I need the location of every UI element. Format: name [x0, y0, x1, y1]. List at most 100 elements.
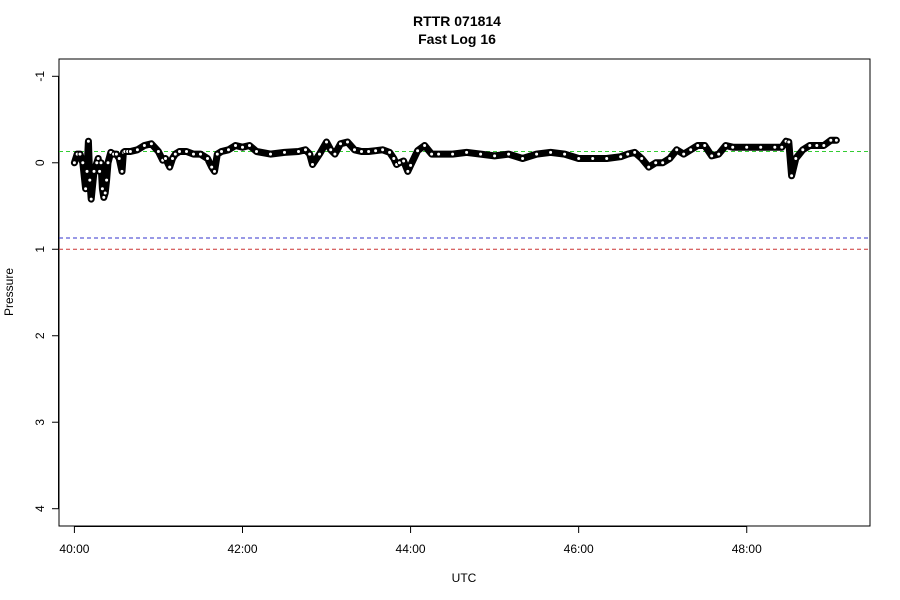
- data-point-9: [91, 168, 97, 174]
- data-point-111: [779, 144, 785, 150]
- y-axis: -1 0 1 2 3 4: [33, 71, 59, 512]
- data-point-42: [209, 164, 215, 170]
- data-point-38: [184, 149, 189, 154]
- data-point-29: [141, 143, 147, 148]
- data-point-118: [814, 143, 820, 148]
- data-point-58: [324, 139, 329, 145]
- data-point-14: [99, 186, 105, 192]
- data-point-51: [268, 151, 273, 157]
- y-tick-label-3: 2: [33, 332, 47, 339]
- reference-lines: [59, 151, 870, 250]
- data-point-72: [401, 158, 407, 164]
- data-point-57: [317, 151, 322, 157]
- data-point-3: [80, 160, 86, 166]
- data-point-89: [590, 156, 596, 161]
- data-point-54: [303, 147, 308, 153]
- data-point-108: [744, 144, 750, 150]
- data-point-62: [345, 139, 350, 145]
- data-point-53: [296, 149, 301, 154]
- data-point-102: [695, 143, 701, 148]
- data-point-82: [492, 153, 498, 159]
- data-point-88: [576, 156, 582, 161]
- chart-title: RTTR 071814: [413, 13, 501, 29]
- data-point-119: [821, 143, 827, 148]
- data-point-13: [98, 160, 104, 166]
- data-point-6: [85, 138, 91, 144]
- data-point-97: [660, 160, 666, 166]
- data-point-56: [310, 162, 315, 167]
- data-point-46: [226, 147, 231, 153]
- data-point-69: [391, 156, 397, 161]
- data-point-87: [562, 151, 568, 157]
- data-point-61: [338, 141, 343, 147]
- data-point-22: [116, 156, 122, 161]
- data-point-47: [233, 143, 238, 148]
- data-point-96: [653, 160, 659, 166]
- data-point-77: [429, 151, 435, 157]
- data-point-99: [674, 147, 680, 153]
- data-point-116: [800, 147, 806, 153]
- data-point-80: [464, 149, 470, 155]
- data-point-0: [71, 160, 77, 166]
- data-point-104: [709, 153, 715, 159]
- data-point-60: [332, 151, 338, 157]
- data-point-41: [205, 156, 210, 161]
- data-point-103: [702, 143, 708, 148]
- y-axis-label: Pressure: [2, 268, 16, 316]
- data-point-55: [307, 151, 313, 157]
- data-point-75: [415, 148, 421, 154]
- data-point-63: [352, 147, 357, 153]
- data-point-17: [104, 177, 110, 183]
- data-point-100: [681, 151, 687, 157]
- data-point-40: [198, 151, 203, 157]
- data-point-115: [793, 156, 799, 161]
- data-point-45: [219, 149, 224, 154]
- data-point-10: [94, 160, 100, 166]
- data-point-71: [396, 160, 402, 166]
- data-point-64: [359, 149, 364, 154]
- data-point-5: [84, 168, 90, 174]
- data-point-109: [758, 144, 764, 150]
- x-tick-label-1: 42:00: [227, 542, 257, 556]
- data-points: [70, 136, 840, 203]
- x-axis-label: UTC: [452, 571, 477, 585]
- data-point-67: [380, 147, 386, 153]
- data-point-48: [240, 144, 245, 150]
- data-point-21: [113, 151, 119, 157]
- y-tick-label-4: 3: [33, 419, 47, 426]
- y-tick-label-5: 4: [33, 505, 47, 512]
- data-point-15: [101, 194, 107, 200]
- data-point-30: [148, 141, 154, 147]
- data-point-114: [789, 173, 795, 179]
- data-point-93: [632, 149, 638, 155]
- x-tick-label-2: 44:00: [396, 542, 426, 556]
- data-point-90: [604, 156, 610, 161]
- x-tick-label-0: 40:00: [59, 542, 89, 556]
- x-tick-label-3: 46:00: [564, 542, 594, 556]
- data-point-35: [170, 156, 175, 161]
- data-point-12: [97, 168, 103, 174]
- x-axis: 40:00 42:00 44:00 46:00 48:00: [59, 526, 762, 556]
- data-point-18: [105, 160, 111, 166]
- data-point-2: [77, 151, 83, 157]
- data-point-110: [772, 144, 778, 150]
- data-point-4: [83, 186, 89, 192]
- data-point-78: [436, 151, 442, 157]
- data-point-117: [807, 143, 813, 148]
- data-point-85: [534, 151, 540, 157]
- data-point-31: [155, 149, 161, 154]
- data-point-11: [95, 156, 101, 161]
- data-point-81: [478, 151, 484, 157]
- data-point-113: [786, 139, 792, 145]
- data-point-59: [328, 147, 334, 153]
- data-point-33: [163, 156, 168, 161]
- data-point-120: [828, 137, 834, 143]
- y-tick-label-0: -1: [33, 71, 47, 82]
- data-point-94: [639, 156, 645, 161]
- data-point-65: [366, 149, 372, 154]
- data-point-79: [450, 151, 456, 157]
- data-point-73: [405, 168, 411, 174]
- data-point-91: [618, 154, 624, 160]
- data-point-52: [282, 149, 287, 155]
